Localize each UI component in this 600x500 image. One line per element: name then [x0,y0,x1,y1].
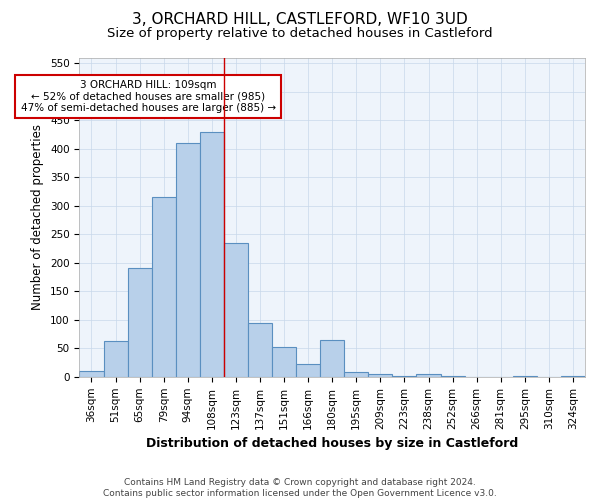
Bar [152,197,176,377]
Bar [440,376,464,377]
Bar [104,342,128,377]
X-axis label: Distribution of detached houses by size in Castleford: Distribution of detached houses by size … [146,437,518,450]
Bar [200,132,224,377]
Bar [224,243,248,377]
Bar [392,376,416,377]
Bar [344,372,368,377]
Bar [320,340,344,377]
Bar [561,376,585,377]
Bar [248,322,272,377]
Text: 3, ORCHARD HILL, CASTLEFORD, WF10 3UD: 3, ORCHARD HILL, CASTLEFORD, WF10 3UD [132,12,468,28]
Bar [128,268,152,377]
Bar [79,371,104,377]
Text: Size of property relative to detached houses in Castleford: Size of property relative to detached ho… [107,28,493,40]
Bar [176,143,200,377]
Y-axis label: Number of detached properties: Number of detached properties [31,124,44,310]
Bar [272,347,296,377]
Bar [368,374,392,377]
Text: Contains HM Land Registry data © Crown copyright and database right 2024.
Contai: Contains HM Land Registry data © Crown c… [103,478,497,498]
Bar [513,376,537,377]
Bar [296,364,320,377]
Bar [416,374,440,377]
Text: 3 ORCHARD HILL: 109sqm
← 52% of detached houses are smaller (985)
47% of semi-de: 3 ORCHARD HILL: 109sqm ← 52% of detached… [20,80,275,113]
